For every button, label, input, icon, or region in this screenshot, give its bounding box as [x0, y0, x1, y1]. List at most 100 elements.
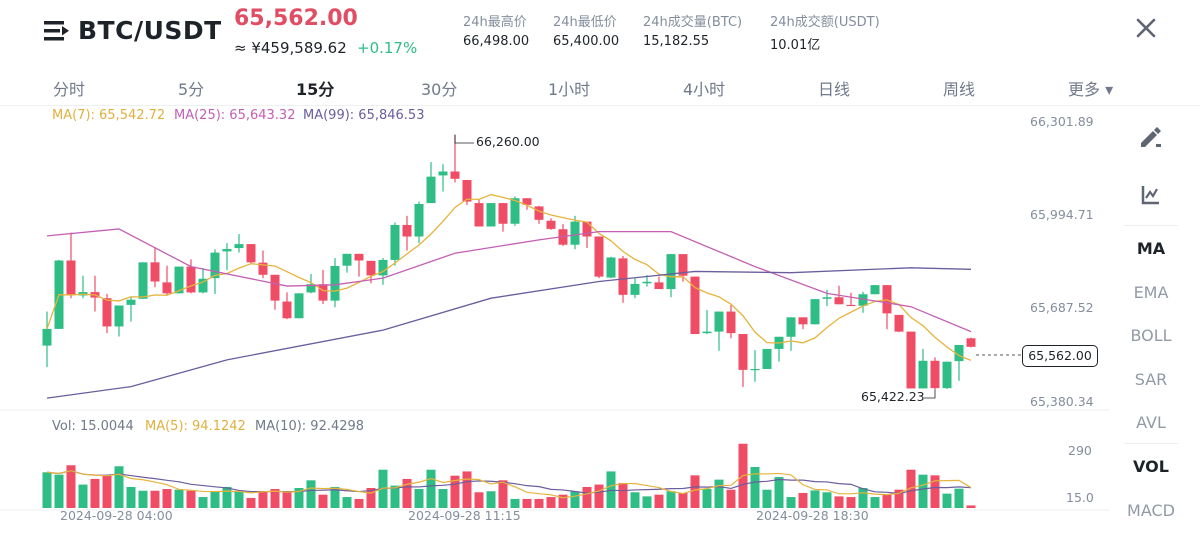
volume-bar: [846, 497, 856, 508]
time-label: 2024-09-28 04:00: [60, 508, 173, 523]
volume-bar: [618, 483, 628, 508]
candle-body: [870, 285, 880, 295]
candle-body: [666, 254, 676, 290]
tab-1w[interactable]: 周线: [943, 80, 976, 99]
volume-bar: [894, 489, 904, 508]
indicator-ema[interactable]: EMA: [1133, 283, 1169, 302]
candle-body: [594, 236, 604, 277]
tab-more[interactable]: 更多 ▾: [1068, 80, 1114, 99]
volume-bar: [558, 494, 568, 508]
candle-body: [906, 331, 916, 389]
indicator-boll[interactable]: BOLL: [1130, 326, 1172, 345]
volume-tick: 290: [1068, 443, 1092, 458]
last-price: 65,562.00: [234, 6, 358, 31]
volume-bar: [858, 488, 868, 508]
candle-body: [570, 221, 580, 245]
ma7-line: [46, 193, 972, 361]
chart-indicator-icon[interactable]: [1141, 184, 1161, 206]
volume-bar: [498, 480, 508, 508]
candle-body: [222, 248, 232, 252]
candle-body: [402, 224, 412, 237]
pencil-draw-icon[interactable]: [1138, 123, 1164, 149]
candle-body: [450, 171, 460, 179]
volume-bar: [198, 497, 208, 508]
volume-bar: [630, 492, 640, 508]
volume-bar: [870, 497, 880, 508]
volume-bar: [798, 492, 808, 508]
volume-bar: [90, 478, 100, 508]
volume-bar: [726, 489, 736, 508]
candle-body: [642, 281, 652, 284]
tab-5m[interactable]: 5分: [178, 80, 205, 99]
candle-body: [534, 206, 544, 220]
volume-bar: [54, 474, 64, 508]
trading-pair-title[interactable]: BTC/USDT: [78, 16, 222, 45]
candle-body: [954, 344, 964, 362]
low-marker-line: [924, 389, 936, 399]
price-tick: 66,301.89: [1030, 114, 1094, 129]
volume-bar: [210, 491, 220, 508]
volume-bar: [570, 491, 580, 508]
volume-bar: [762, 489, 772, 508]
volume-bar: [930, 475, 940, 508]
candle-body: [834, 297, 844, 305]
volume-bar: [66, 465, 76, 508]
candle-body: [150, 262, 160, 282]
candle-body: [66, 260, 76, 296]
candle-body: [294, 293, 304, 319]
side-divider: [1124, 443, 1178, 444]
candle-body: [114, 305, 124, 327]
candle-body: [702, 331, 712, 334]
indicator-avl[interactable]: AVL: [1136, 413, 1166, 432]
volume-bar: [666, 491, 676, 508]
legend-ma25: MA(25): 65,643.32: [174, 108, 296, 123]
volume-bar: [906, 469, 916, 508]
tab-1d[interactable]: 日线: [818, 80, 851, 99]
indicator-ma[interactable]: MA: [1136, 239, 1166, 258]
volume-bar: [126, 486, 136, 508]
candle-body: [438, 171, 448, 176]
volume-bar: [270, 489, 280, 508]
tab-4h[interactable]: 4小时: [683, 80, 726, 99]
tab-time-share[interactable]: 分时: [53, 80, 86, 99]
volume-bar: [882, 494, 892, 508]
tab-15m[interactable]: 15分: [296, 80, 335, 99]
indicator-macd[interactable]: MACD: [1127, 501, 1175, 520]
candle-body: [138, 262, 148, 299]
candle-body: [966, 338, 976, 347]
candle-body: [510, 198, 520, 224]
volume-bar: [594, 484, 604, 508]
candle-body: [198, 278, 208, 293]
volume-bar: [342, 497, 352, 508]
price-tick: 65,687.52: [1030, 300, 1094, 315]
candle-body: [498, 203, 508, 224]
indicator-sar[interactable]: SAR: [1134, 370, 1168, 389]
volume-bar: [162, 489, 172, 508]
tab-1h[interactable]: 1小时: [548, 80, 591, 99]
volume-bar: [366, 488, 376, 508]
menu-arrow-icon[interactable]: [44, 20, 70, 42]
ma25-line: [46, 228, 972, 333]
close-icon[interactable]: [1134, 16, 1158, 40]
candle-body: [462, 179, 472, 202]
volume-bar: [462, 471, 472, 508]
volume-bar: [450, 475, 460, 508]
stat-low-label: 24h最低价: [553, 15, 617, 30]
time-label: 2024-09-28 18:30: [756, 508, 869, 523]
candle-body: [378, 259, 388, 276]
volume-bar: [834, 496, 844, 508]
candle-body: [894, 314, 904, 332]
volume-bar: [642, 496, 652, 508]
candle-body: [186, 266, 196, 293]
candle-body: [306, 284, 316, 293]
stat-low-value: 65,400.00: [553, 34, 620, 49]
price-tick: 65,380.34: [1030, 394, 1094, 409]
indicator-vol[interactable]: VOL: [1133, 457, 1169, 476]
candle-body: [630, 283, 640, 295]
candle-body: [162, 282, 172, 294]
volume-bar: [822, 492, 832, 508]
volume-bar: [918, 474, 928, 508]
volume-bar: [354, 498, 364, 508]
tab-30m[interactable]: 30分: [421, 80, 458, 99]
